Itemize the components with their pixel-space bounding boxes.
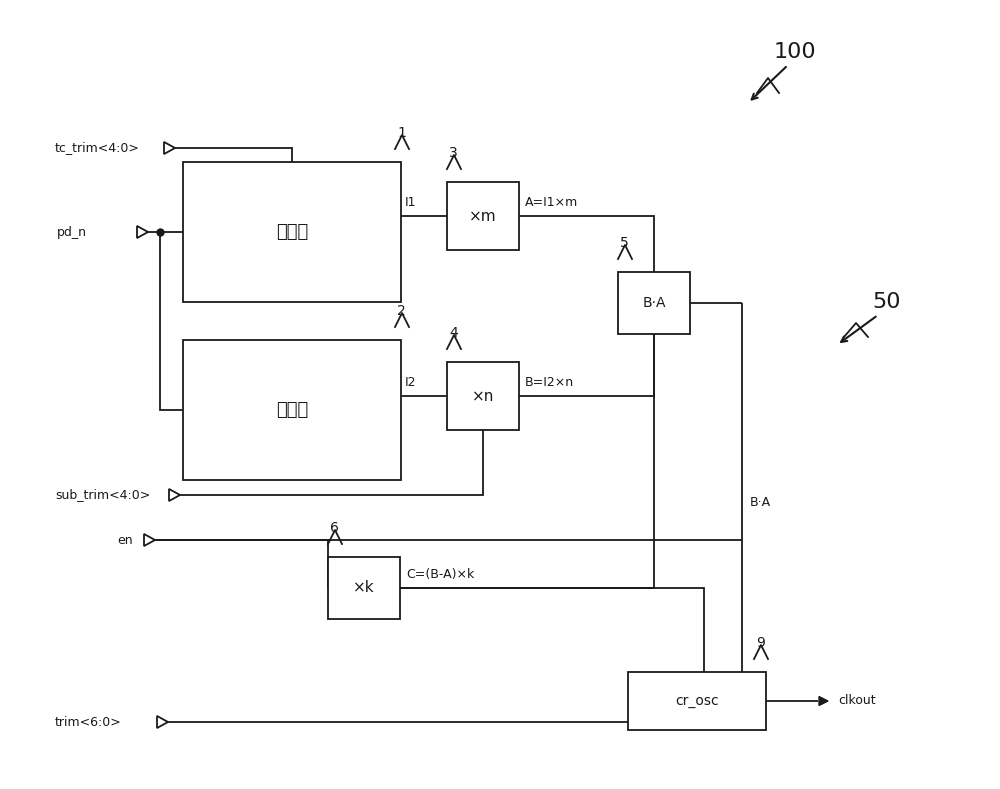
Text: 9: 9 bbox=[756, 636, 765, 650]
Text: B·A: B·A bbox=[750, 495, 771, 508]
Text: 2: 2 bbox=[397, 304, 406, 318]
Polygon shape bbox=[819, 697, 828, 705]
Bar bbox=[328, 557, 400, 619]
Text: 5: 5 bbox=[620, 236, 629, 250]
Text: sub_trim<4:0>: sub_trim<4:0> bbox=[55, 488, 150, 502]
Text: 50: 50 bbox=[873, 292, 901, 312]
Text: I2: I2 bbox=[405, 376, 416, 389]
Text: I1: I1 bbox=[405, 196, 416, 209]
Text: trim<6:0>: trim<6:0> bbox=[55, 716, 122, 728]
Text: 电流源: 电流源 bbox=[276, 223, 308, 241]
Text: B=I2×n: B=I2×n bbox=[525, 376, 574, 389]
Text: A=I1×m: A=I1×m bbox=[525, 196, 578, 209]
Text: 3: 3 bbox=[449, 146, 458, 160]
Bar bbox=[618, 272, 690, 334]
Text: pd_n: pd_n bbox=[57, 226, 87, 238]
Bar bbox=[183, 162, 401, 302]
Text: 6: 6 bbox=[330, 521, 339, 535]
Bar bbox=[628, 672, 766, 730]
Text: ×k: ×k bbox=[353, 581, 375, 596]
Text: ×n: ×n bbox=[472, 388, 494, 403]
Text: C=(B-A)×k: C=(B-A)×k bbox=[406, 568, 474, 581]
Text: 100: 100 bbox=[774, 42, 816, 62]
Text: en: en bbox=[117, 533, 133, 547]
Text: 1: 1 bbox=[397, 126, 406, 140]
Text: B·A: B·A bbox=[642, 296, 666, 310]
Text: 4: 4 bbox=[449, 326, 458, 340]
Text: tc_trim<4:0>: tc_trim<4:0> bbox=[55, 141, 140, 155]
Bar bbox=[447, 182, 519, 250]
Text: clkout: clkout bbox=[838, 694, 876, 708]
Text: cr_osc: cr_osc bbox=[675, 694, 719, 708]
Bar bbox=[183, 340, 401, 480]
Text: 电流源: 电流源 bbox=[276, 401, 308, 419]
Bar bbox=[447, 362, 519, 430]
Text: ×m: ×m bbox=[469, 208, 497, 223]
